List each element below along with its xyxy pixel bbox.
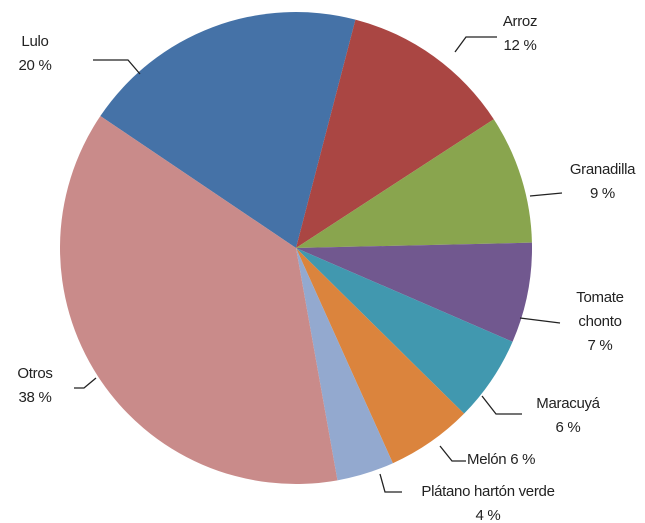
pie-slice — [60, 116, 338, 485]
leader-line — [529, 192, 563, 197]
slice-label: Melón 6 % — [467, 448, 567, 472]
category-label: Melón — [467, 451, 507, 468]
leader-line — [439, 445, 466, 462]
category-label: Maracuyá — [536, 395, 600, 412]
slice-label: Arroz 12 % — [490, 10, 550, 58]
category-label: Tomate chonto — [576, 289, 624, 330]
value-label: 6 % — [510, 451, 536, 468]
slice-label: Otros 38 % — [0, 362, 70, 410]
value-label: 20 % — [18, 57, 52, 74]
pie-slice — [100, 12, 356, 248]
pie-slice — [296, 248, 513, 414]
pie-slice — [296, 248, 465, 464]
pie-slice — [296, 242, 532, 342]
category-label: Arroz — [502, 13, 538, 30]
category-label: Otros — [17, 365, 53, 382]
pie-slice — [296, 248, 393, 481]
pie-slice — [296, 119, 532, 248]
leader-line — [379, 473, 402, 493]
category-label: Plátano hartón verde — [421, 483, 555, 500]
leader-line — [93, 59, 141, 75]
value-label: 9 % — [590, 185, 615, 202]
slice-label: Tomate chonto 7 % — [565, 286, 635, 358]
slice-label: Plátano hartón verde 4 % — [403, 480, 573, 523]
leader-line — [454, 36, 497, 53]
slice-label: Maracuyá 6 % — [523, 392, 613, 440]
leader-line — [481, 395, 522, 415]
value-label: 6 % — [555, 419, 581, 436]
value-label: 4 % — [475, 507, 501, 523]
value-label: 12 % — [503, 37, 537, 54]
leader-line — [74, 377, 97, 389]
value-label: 7 % — [587, 337, 613, 354]
leader-lines — [74, 36, 563, 493]
category-label: Granadilla — [569, 161, 636, 178]
slice-label: Lulo 20 % — [0, 30, 70, 78]
value-label: 38 % — [18, 389, 52, 406]
category-label: Lulo — [21, 33, 49, 50]
leader-line — [519, 317, 561, 324]
slice-label: Granadilla 9 % — [560, 158, 645, 206]
pie-slice — [296, 19, 494, 248]
